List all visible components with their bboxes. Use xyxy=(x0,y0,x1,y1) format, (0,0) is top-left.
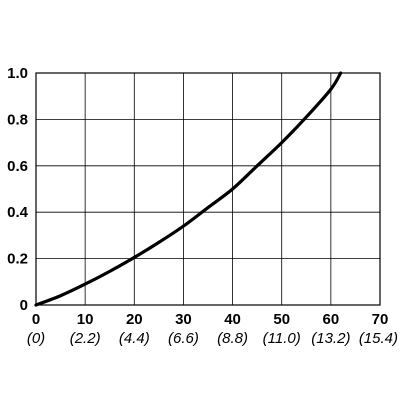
x-tick-label: 60 xyxy=(323,311,340,328)
x-secondary-tick-label: (4.4) xyxy=(119,330,150,347)
x-axis-secondary-tick-labels: (0) (2.2) (4.4) (6.6) (8.8) (11.0) (13.2) (15.4… xyxy=(27,330,398,347)
y-tick-label: 0.8 xyxy=(7,111,28,128)
x-secondary-tick-label: (8.8) xyxy=(217,330,248,347)
x-secondary-tick-label: (13.2) xyxy=(311,330,350,347)
x-secondary-tick-label: (11.0) xyxy=(263,330,301,347)
series-layer xyxy=(34,71,343,307)
x-tick-label: 10 xyxy=(77,311,94,328)
x-secondary-tick-label: (2.2) xyxy=(70,330,101,347)
x-secondary-tick-label: (6.6) xyxy=(168,330,199,347)
y-tick-label: 0 xyxy=(20,297,28,314)
grid xyxy=(35,72,381,306)
plot-frame xyxy=(35,72,381,306)
x-tick-label: 20 xyxy=(126,311,143,328)
x-tick-label: 70 xyxy=(372,311,389,328)
x-tick-label: 40 xyxy=(224,311,241,328)
y-axis-tick-labels: 0 0.2 0.4 0.6 0.8 1.0 xyxy=(7,65,29,314)
x-tick-label: 50 xyxy=(273,311,290,328)
y-tick-label: 0.6 xyxy=(7,158,28,175)
x-tick-label: 30 xyxy=(175,311,192,328)
y-tick-label: 0.4 xyxy=(7,204,29,221)
x-secondary-tick-label: (0) xyxy=(27,330,45,347)
y-tick-label: 0.2 xyxy=(7,251,28,268)
series-line xyxy=(34,71,343,307)
x-secondary-tick-label: (15.4) xyxy=(359,330,398,347)
x-tick-label: 0 xyxy=(32,311,40,328)
y-tick-label: 1.0 xyxy=(7,65,28,82)
x-axis-tick-labels: 0 10 20 30 40 50 60 70 xyxy=(32,311,389,328)
